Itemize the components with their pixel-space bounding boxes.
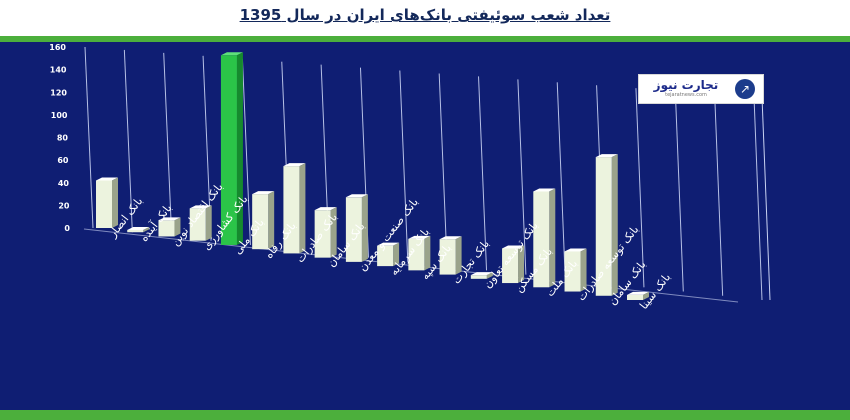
- bar-side: [299, 163, 306, 254]
- bar-top: [377, 242, 400, 246]
- bar: [314, 210, 331, 258]
- y-tick-label: 100: [51, 111, 68, 120]
- grid-line: [241, 58, 251, 245]
- bar-top: [314, 207, 337, 211]
- grid-line: [399, 70, 409, 262]
- y-tick-label: 40: [58, 179, 70, 188]
- bar-top: [564, 248, 587, 252]
- bar: [127, 229, 144, 233]
- bar-top: [345, 194, 368, 198]
- bar: [595, 157, 612, 296]
- bar-side: [643, 291, 649, 300]
- grid-line: [674, 91, 684, 292]
- bar-side: [393, 242, 400, 267]
- bar-side: [112, 177, 118, 228]
- bar: [220, 55, 237, 245]
- bar-side: [330, 207, 337, 258]
- y-tick-label: 120: [50, 88, 67, 97]
- bar-side: [174, 217, 181, 237]
- bar: [158, 220, 175, 237]
- title-bar: تعداد شعب سوئیفتی بانک‌های ایران در سال …: [0, 0, 850, 36]
- grid-line: [517, 79, 527, 275]
- bar-side: [268, 191, 275, 250]
- bar-side: [143, 226, 150, 233]
- bar-side: [486, 272, 493, 279]
- bar: [283, 166, 300, 254]
- top-stripe: [0, 36, 850, 42]
- bar: [408, 238, 425, 271]
- grid-line: [478, 76, 488, 271]
- bar-side: [549, 188, 556, 288]
- bar: [377, 245, 394, 267]
- logo-text: تجارت نیوز: [653, 78, 719, 92]
- bar: [189, 208, 206, 241]
- bar-top: [408, 235, 431, 239]
- y-tick-label: 60: [57, 156, 69, 165]
- bar-side: [236, 52, 243, 245]
- grid-line: [635, 88, 645, 288]
- grid-line: [163, 52, 173, 237]
- tejarat-news-logo: تجارت نیوز tejaratnews.com ↗: [638, 74, 764, 104]
- bar-top: [127, 226, 150, 230]
- bar-top: [189, 205, 212, 209]
- bar-side: [424, 235, 431, 271]
- bar-top: [627, 291, 649, 295]
- y-tick-label: 0: [64, 224, 70, 233]
- bar-top: [252, 191, 275, 195]
- grid-line: [753, 96, 763, 301]
- bar-side: [205, 205, 212, 241]
- bar-top: [470, 272, 493, 276]
- bar: [564, 251, 581, 292]
- bar-top: [502, 245, 525, 249]
- bar: [345, 197, 362, 262]
- bar-top: [96, 177, 118, 181]
- grid-line: [123, 49, 133, 233]
- grid-line: [761, 96, 771, 301]
- y-tick-label: 20: [58, 201, 70, 210]
- y-tick-label: 140: [50, 66, 67, 75]
- bar-top: [439, 236, 462, 240]
- y-tick-label: 160: [49, 43, 66, 52]
- logo-url: tejaratnews.com: [665, 92, 707, 98]
- bar-top: [158, 217, 181, 221]
- bar-side: [518, 245, 525, 284]
- bar-top: [220, 52, 243, 56]
- bar: [533, 191, 550, 288]
- bar: [96, 180, 112, 228]
- arrow-circle-icon: ↗: [735, 79, 755, 99]
- grid-line: [84, 46, 94, 229]
- chart-title: تعداد شعب سوئیفتی بانک‌های ایران در سال …: [239, 6, 611, 24]
- bar-side: [611, 154, 618, 296]
- bar-top: [595, 154, 618, 158]
- y-tick-label: 80: [57, 134, 69, 143]
- bar: [502, 248, 519, 284]
- bottom-stripe: [0, 410, 850, 420]
- bar-side: [455, 236, 462, 275]
- bar-top: [283, 163, 306, 167]
- grid-line: [556, 82, 566, 279]
- bar: [470, 275, 487, 279]
- bar-top: [533, 188, 556, 192]
- bar: [627, 294, 643, 300]
- grid-line: [438, 73, 448, 267]
- bar-side: [361, 194, 368, 262]
- grid-line: [714, 94, 724, 296]
- bar-side: [580, 248, 587, 292]
- bar: [252, 194, 269, 250]
- bar: [439, 239, 456, 275]
